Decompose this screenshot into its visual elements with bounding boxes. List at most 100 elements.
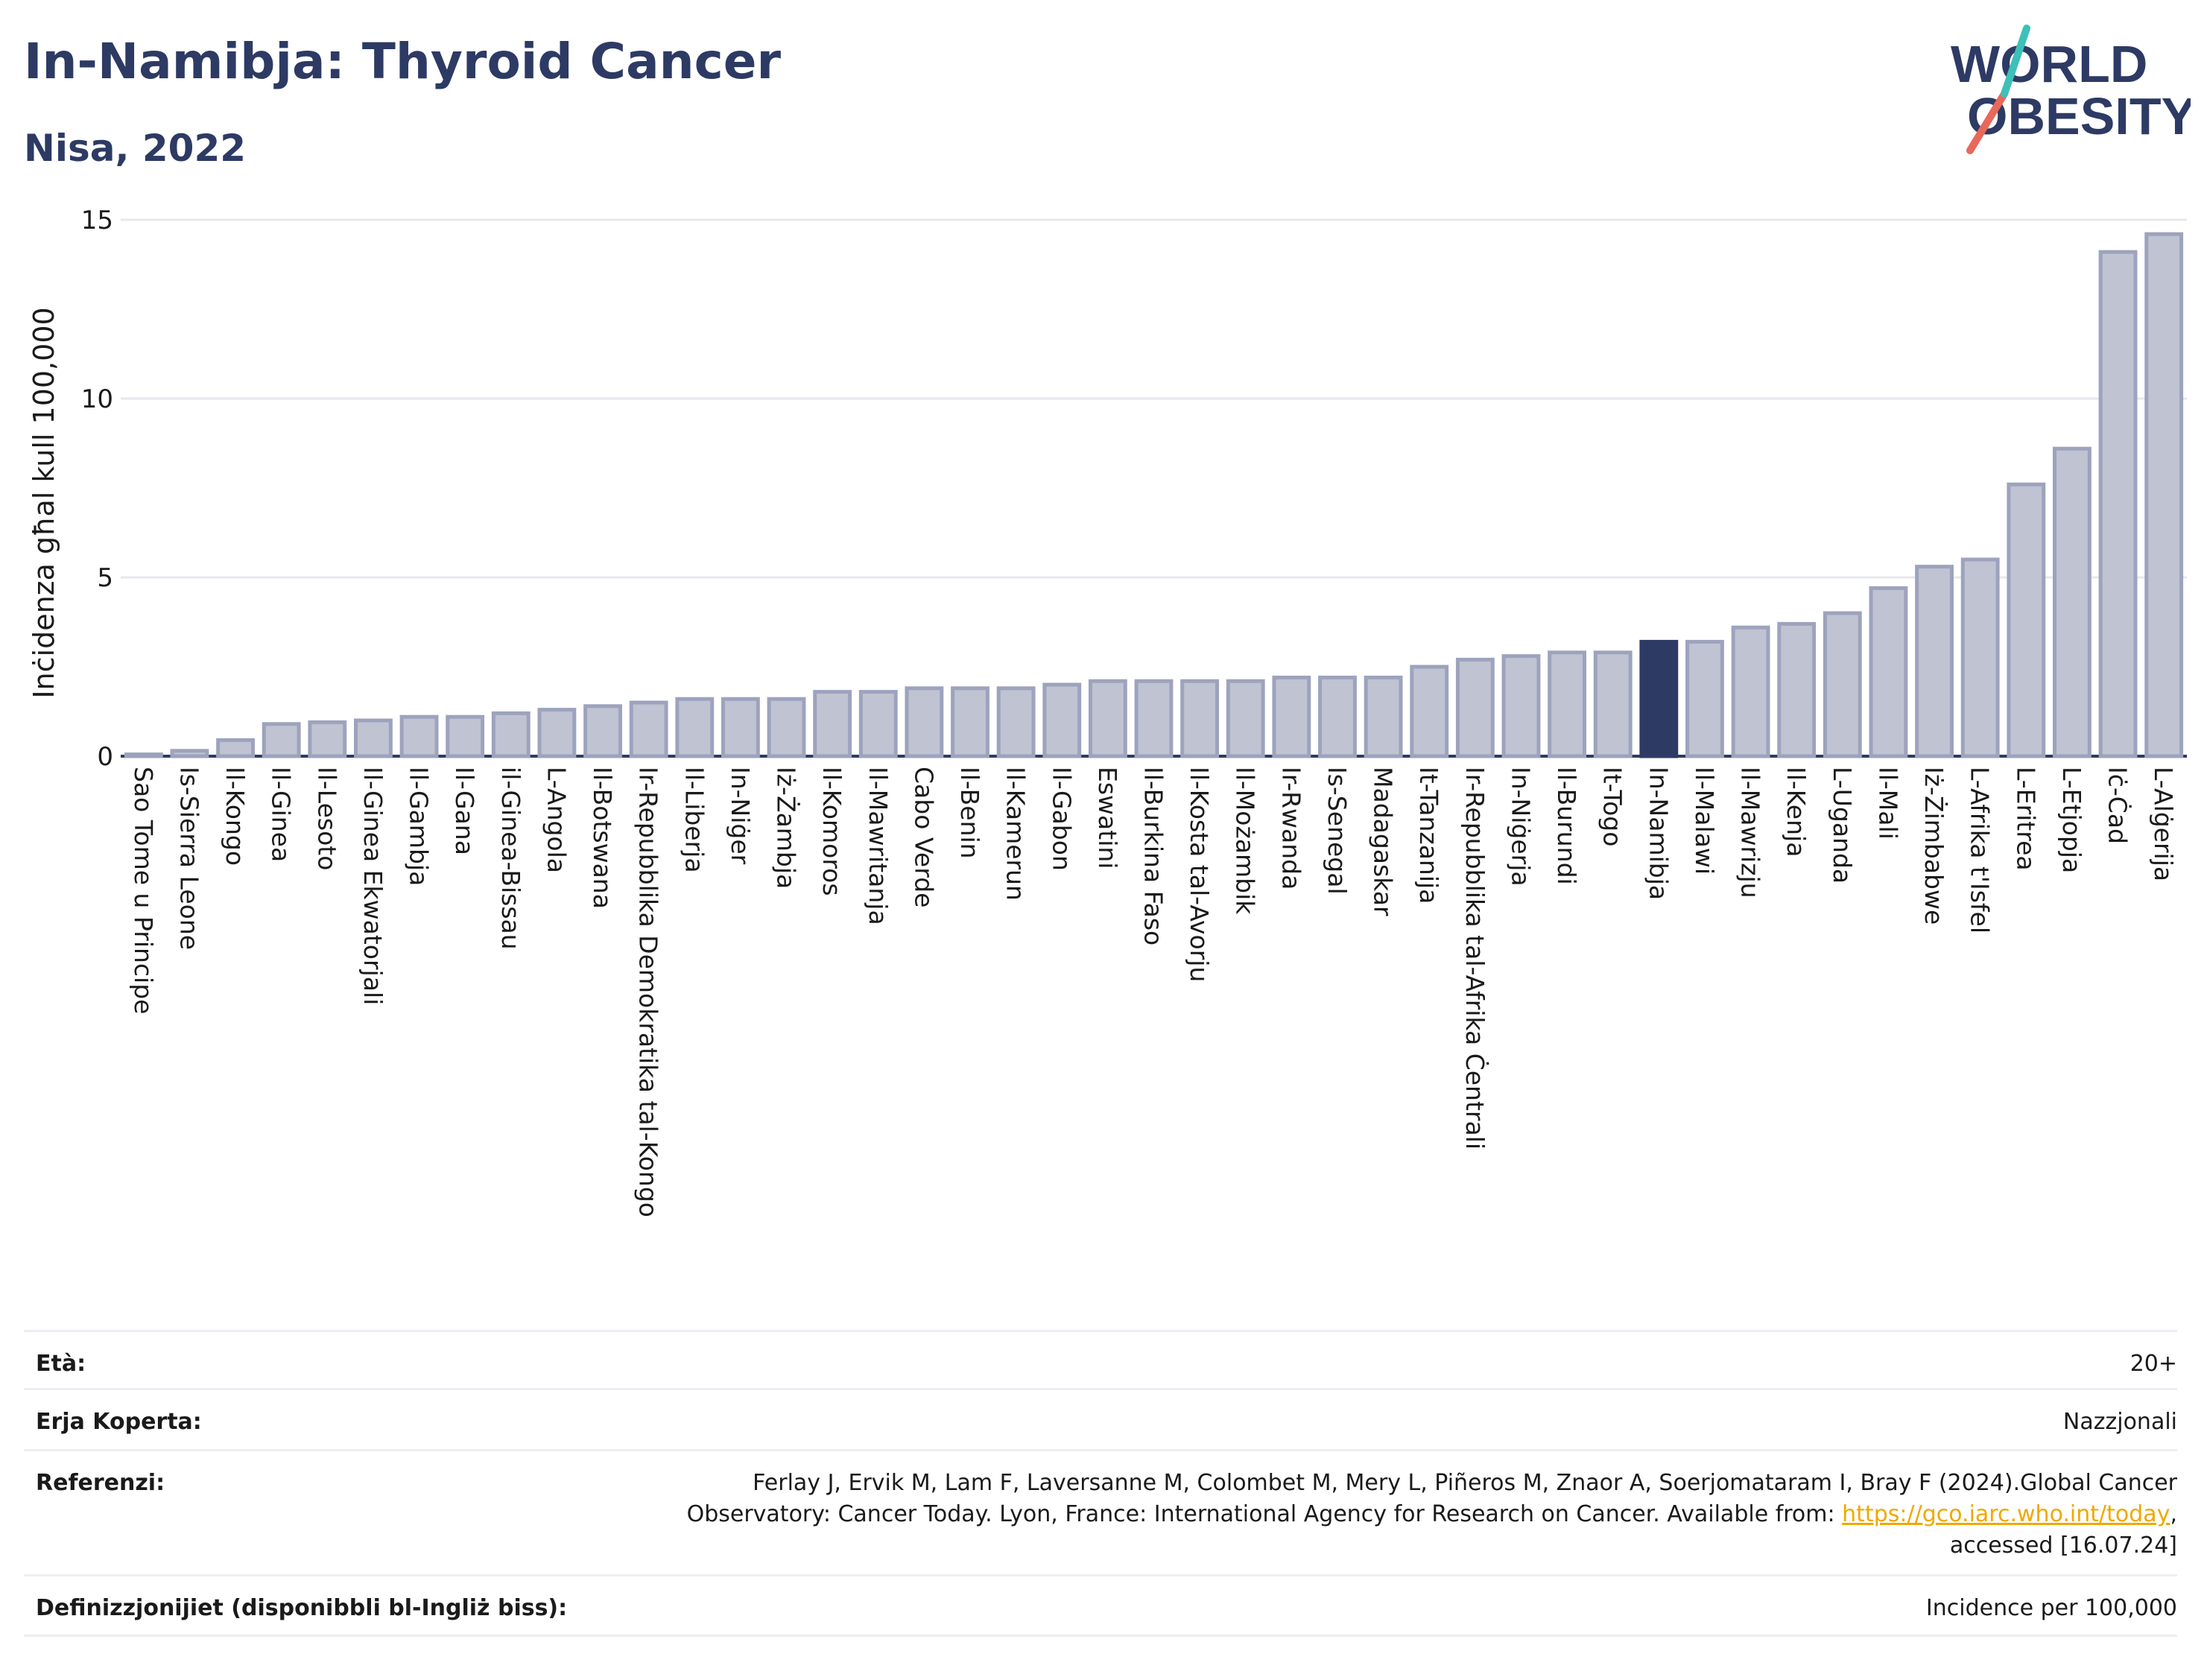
- x-tick-label: In-Niġerja: [1506, 767, 1535, 887]
- x-tick-label: Is-Senegal: [1323, 767, 1352, 895]
- bar: [1960, 557, 2000, 758]
- bar: [951, 686, 989, 758]
- bar: [905, 686, 944, 758]
- x-tick-label: Ir-Repubblika tal-Afrika Ċentrali: [1460, 767, 1490, 1150]
- meta-row-age: Età: 20+: [24, 1330, 2177, 1388]
- y-tick-label: 10: [81, 384, 113, 414]
- x-tick-label: Il-Burundi: [1552, 767, 1581, 885]
- x-tick-label: Il-Gambja: [405, 767, 434, 886]
- y-tick-labels: 0 5 10 15: [81, 206, 113, 772]
- x-tick-label: It-Togo: [1598, 767, 1627, 846]
- y-tick-label: 15: [81, 206, 113, 235]
- x-tick-label: Il-Mawritanja: [864, 767, 893, 925]
- x-tick-label: In-Niġer: [726, 767, 755, 865]
- y-axis-label: Inċidenza għal kull 100,000: [28, 307, 60, 698]
- bar: [1318, 675, 1357, 758]
- x-tick-label: Il-Liberja: [680, 767, 709, 873]
- x-tick-label: In-Namibja: [1644, 767, 1673, 900]
- x-tick-label: Il-Lesoto: [312, 767, 341, 870]
- age-label: Età:: [36, 1351, 86, 1377]
- x-tick-label: Il-Kenja: [1782, 767, 1811, 857]
- x-tick-label: Il-Mawrizju: [1736, 767, 1765, 898]
- references-text: Ferlay J, Ervik M, Lam F, Laversanne M, …: [686, 1470, 2177, 1527]
- x-tick-label: L-Alġerija: [2149, 767, 2178, 881]
- meta-row-area: Erja Koperta: Nazzjonali: [24, 1388, 2177, 1449]
- bar: [1915, 565, 1954, 758]
- bar: [1731, 625, 1770, 758]
- bar: [399, 714, 439, 758]
- references-value: Ferlay J, Ervik M, Lam F, Laversanne M, …: [627, 1468, 2177, 1562]
- x-tick-label: Il-Ginea: [267, 767, 296, 862]
- references-label: Referenzi:: [36, 1470, 165, 1496]
- bar: [721, 697, 760, 758]
- age-value: 20+: [2129, 1351, 2177, 1377]
- x-tick-label: Madagaskar: [1369, 767, 1398, 916]
- bar: [996, 686, 1036, 758]
- bar: [1593, 650, 1633, 758]
- bars: [124, 232, 2184, 758]
- x-tick-label: Il-Kamerun: [1001, 767, 1030, 901]
- x-tick-label: Il-Gana: [450, 767, 479, 855]
- bar: [1088, 679, 1127, 758]
- definitions-value: Incidence per 100,000: [1925, 1595, 2177, 1621]
- bar: [629, 700, 668, 758]
- bar: [170, 749, 209, 758]
- x-tick-label: Il-Botswana: [588, 767, 617, 909]
- bar: [1501, 654, 1541, 758]
- x-tick-labels: Sao Tome u Principe Is-Sierra Leone Il-Kon…: [129, 767, 2178, 1217]
- bar: [1180, 679, 1220, 758]
- bar: [1777, 621, 1817, 758]
- bar: [1272, 675, 1311, 758]
- definitions-label: Definizzjonijiet (disponibbli bl-Ingliż …: [36, 1595, 568, 1621]
- references-suffix: , accessed [16.07.24]: [1949, 1501, 2177, 1559]
- bar: [1823, 611, 1862, 758]
- bar: [1869, 586, 1908, 758]
- x-tick-label: Il-Malawi: [1690, 767, 1719, 875]
- bar-chart: Sao Tome u Principe Is-Sierra Leone Il-Kon…: [28, 206, 2187, 1217]
- x-tick-label: L-Etjopja: [2057, 767, 2086, 873]
- bar: [1455, 657, 1495, 758]
- bar: [1042, 682, 1082, 758]
- world-obesity-logo: WORLD OBESITY: [1951, 25, 2191, 154]
- chart-subtitle: Nisa, 2022: [24, 127, 247, 170]
- y-tick-label: 0: [97, 742, 113, 772]
- x-tick-label: L-Uganda: [1828, 767, 1857, 884]
- bar: [2098, 250, 2138, 758]
- bar: [446, 714, 485, 758]
- bar: [354, 718, 393, 758]
- bar: [1685, 639, 1724, 758]
- x-tick-label: il-Ginea-Bissau: [496, 767, 525, 950]
- x-tick-label: Ir-Rwanda: [1276, 767, 1305, 890]
- bar: [1410, 665, 1449, 758]
- bar: [216, 738, 255, 758]
- metadata-table: Età: 20+ Erja Koperta: Nazzjonali Refere…: [24, 1330, 2177, 1637]
- bar: [813, 690, 852, 758]
- x-tick-label: Ir-Repubblika Demokratika tal-Kongo: [634, 767, 663, 1217]
- x-tick-label: Cabo Verde: [909, 767, 938, 907]
- bar: [1134, 679, 1174, 758]
- area-label: Erja Koperta:: [36, 1409, 202, 1435]
- x-tick-label: Il-Ginea Ekwatorjali: [358, 767, 387, 1005]
- references-link[interactable]: https://gco.iarc.who.int/today: [1842, 1501, 2170, 1527]
- x-tick-label: Il-Kosta tal-Avorju: [1185, 767, 1214, 982]
- x-tick-label: Il-Mali: [1873, 767, 1902, 840]
- x-tick-label: Is-Sierra Leone: [174, 767, 203, 950]
- logo-slash-red: [1966, 90, 2008, 154]
- x-tick-label: It-Tanzanija: [1414, 767, 1443, 904]
- bar: [1364, 675, 1403, 758]
- x-tick-label: L-Angola: [542, 767, 571, 873]
- area-value: Nazzjonali: [2062, 1409, 2177, 1435]
- x-tick-label: L-Afrika t'Isfel: [1966, 767, 1995, 933]
- bar: [2007, 482, 2046, 758]
- x-tick-label: Il-Możambik: [1231, 767, 1260, 915]
- bar: [537, 708, 577, 758]
- bar: [124, 752, 163, 758]
- bar: [858, 690, 898, 758]
- bar: [1226, 679, 1265, 758]
- bar: [491, 711, 531, 758]
- logo-slash-teal: [2001, 25, 2030, 98]
- x-tick-label: Eswatini: [1093, 767, 1122, 869]
- x-tick-label: Sao Tome u Principe: [129, 767, 158, 1014]
- logo-line-1: WORLD: [1951, 35, 2147, 93]
- bar: [1548, 650, 1587, 758]
